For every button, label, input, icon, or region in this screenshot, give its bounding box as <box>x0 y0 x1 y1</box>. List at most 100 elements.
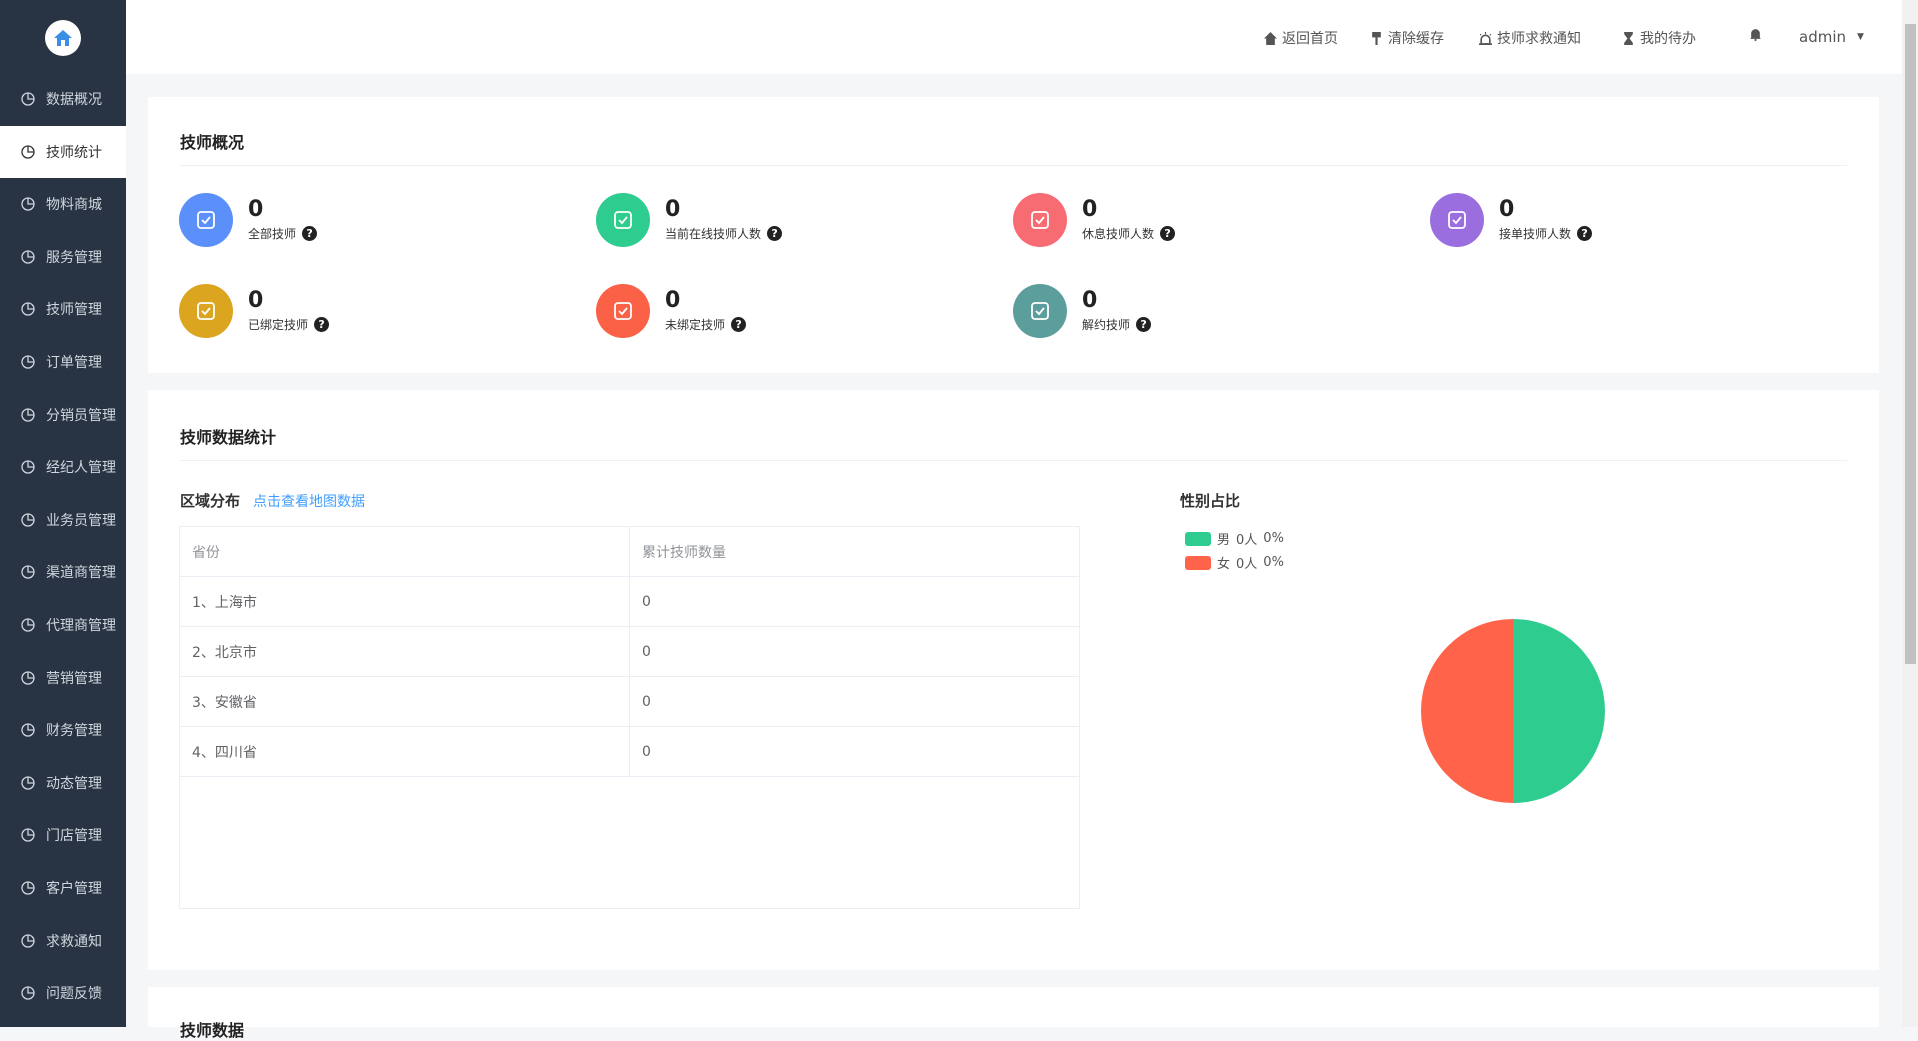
view-map-link[interactable]: 点击查看地图数据 <box>253 494 365 510</box>
order-check-icon <box>1430 193 1484 247</box>
table-empty-area <box>179 776 1080 909</box>
sidebar-item-2[interactable]: 物料商城 <box>0 178 126 230</box>
technician-data-card: 技师数据 <box>148 987 1879 1040</box>
sidebar-item-9[interactable]: 渠道商管理 <box>0 546 126 598</box>
alarm-icon <box>1479 31 1492 45</box>
scrollbar[interactable] <box>1902 0 1918 1027</box>
divider <box>180 460 1847 461</box>
sidebar-item-label: 门店管理 <box>46 828 102 845</box>
notification-button[interactable] <box>1749 28 1762 41</box>
sidebar-item-7[interactable]: 经纪人管理 <box>0 441 126 493</box>
stat-label: 已绑定技师 <box>248 318 309 332</box>
count-cell: 0 <box>629 626 1080 677</box>
divider <box>180 165 1847 166</box>
help-icon[interactable]: ? <box>302 226 318 241</box>
table-row: 3、安徽省 0 <box>179 676 1080 727</box>
home-icon <box>1264 31 1277 45</box>
legend-swatch <box>1185 555 1211 570</box>
help-icon[interactable]: ? <box>314 317 330 332</box>
stat-label: 接单技师人数 <box>1499 227 1572 241</box>
stat-label: 休息技师人数 <box>1082 227 1155 241</box>
sidebar-item-11[interactable]: 营销管理 <box>0 652 126 704</box>
region-table: 省份 累计技师数量 1、上海市 0 2、北京市 0 3、安徽省 0 4、四川省 0 <box>179 526 1080 777</box>
sidebar-item-16[interactable]: 求救通知 <box>0 915 126 967</box>
home-label: 返回首页 <box>1282 31 1338 47</box>
clear-cache-label: 清除缓存 <box>1388 31 1444 47</box>
help-icon[interactable]: ? <box>731 317 747 332</box>
sidebar-item-17[interactable]: 问题反馈 <box>0 967 126 1019</box>
bell-icon <box>20 933 46 949</box>
scrollbar-thumb[interactable] <box>1905 24 1916 664</box>
table-header-row: 省份 累计技师数量 <box>179 526 1080 577</box>
clear-cache-button[interactable]: 清除缓存 <box>1370 28 1444 48</box>
sidebar-item-8[interactable]: 业务员管理 <box>0 494 126 546</box>
stat-item: 0 休息技师人数? <box>1013 193 1176 247</box>
sidebar-item-label: 数据概况 <box>46 92 102 108</box>
legend-percent: 0% <box>1263 555 1284 570</box>
overview-card: 技师概况 0 全部技师? 0 当前在线技师人数? 0 休息技师人数? 0 接单技师人数? 0 已绑… <box>148 97 1879 373</box>
stat-value: 0 <box>1499 197 1515 222</box>
province-cell: 3、安徽省 <box>179 676 630 727</box>
technician-icon <box>20 301 46 317</box>
stat-label: 全部技师 <box>248 227 297 241</box>
sidebar-item-5[interactable]: 订单管理 <box>0 336 126 388</box>
sidebar-item-6[interactable]: 分销员管理 <box>0 389 126 441</box>
clipboard-icon <box>20 354 46 370</box>
column-header-count: 累计技师数量 <box>629 526 1080 577</box>
sidebar-item-3[interactable]: 服务管理 <box>0 231 126 283</box>
users-icon <box>179 193 233 247</box>
province-cell: 1、上海市 <box>179 576 630 627</box>
agent-icon <box>20 459 46 475</box>
home-link[interactable]: 返回首页 <box>1264 28 1338 48</box>
sidebar-item-label: 物料商城 <box>46 197 102 214</box>
sidebar-item-label: 技师管理 <box>46 302 102 319</box>
table-row: 4、四川省 0 <box>179 726 1080 777</box>
sidebar-item-label: 服务管理 <box>46 249 102 266</box>
help-icon[interactable]: ? <box>1136 317 1152 332</box>
sidebar-item-14[interactable]: 门店管理 <box>0 809 126 861</box>
person-icon <box>596 284 650 338</box>
bell-icon <box>1750 29 1761 41</box>
help-icon[interactable]: ? <box>767 226 783 241</box>
stat-value: 0 <box>665 288 681 313</box>
legend-swatch <box>1185 531 1211 546</box>
stat-label: 未绑定技师 <box>665 318 726 332</box>
sos-notice-button[interactable]: 技师求救通知 <box>1479 28 1581 48</box>
todo-button[interactable]: 我的待办 <box>1622 28 1696 48</box>
legend-item[interactable]: 女 0人 0% <box>1185 553 1284 572</box>
hierarchy-icon <box>20 407 46 423</box>
coffee-icon <box>1013 193 1067 247</box>
pie-slice-男[interactable] <box>1513 619 1605 803</box>
sidebar-item-label: 渠道商管理 <box>46 565 116 582</box>
stat-item: 0 全部技师? <box>179 193 318 247</box>
sidebar-item-0[interactable]: 数据概况 <box>0 73 126 125</box>
technician-data-title: 技师数据 <box>180 1021 245 1040</box>
sidebar-item-4[interactable]: 技师管理 <box>0 283 126 335</box>
file-x-icon <box>1013 284 1067 338</box>
column-header-province: 省份 <box>179 526 630 577</box>
sidebar-item-1[interactable]: 技师统计 <box>0 125 126 178</box>
stat-label: 解约技师 <box>1082 318 1131 332</box>
logo[interactable] <box>45 20 81 56</box>
province-cell: 4、四川省 <box>179 726 630 777</box>
legend-label: 男 <box>1217 533 1231 548</box>
sidebar-item-10[interactable]: 代理商管理 <box>0 599 126 651</box>
sidebar-item-13[interactable]: 动态管理 <box>0 757 126 809</box>
help-icon[interactable]: ? <box>1577 226 1593 241</box>
stat-label: 当前在线技师人数 <box>665 227 762 241</box>
todo-label: 我的待办 <box>1640 31 1696 47</box>
sidebar-item-label: 财务管理 <box>46 723 102 740</box>
help-icon[interactable]: ? <box>1160 226 1176 241</box>
stat-item: 0 当前在线技师人数? <box>596 193 783 247</box>
shop-bag-icon <box>20 196 46 212</box>
legend-percent: 0% <box>1263 531 1284 546</box>
user-menu[interactable]: admin ▼ <box>1799 28 1864 46</box>
brush-icon <box>1372 31 1381 45</box>
sidebar-item-12[interactable]: 财务管理 <box>0 704 126 756</box>
sidebar-item-15[interactable]: 客户管理 <box>0 862 126 914</box>
sidebar-item-label: 经纪人管理 <box>46 460 116 477</box>
pie-slice-女[interactable] <box>1421 619 1513 803</box>
legend-item[interactable]: 男 0人 0% <box>1185 529 1284 548</box>
stats-card: 技师数据统计 区域分布 点击查看地图数据 省份 累计技师数量 1、上海市 0 2、北… <box>148 390 1879 970</box>
marketing-icon <box>20 670 46 686</box>
